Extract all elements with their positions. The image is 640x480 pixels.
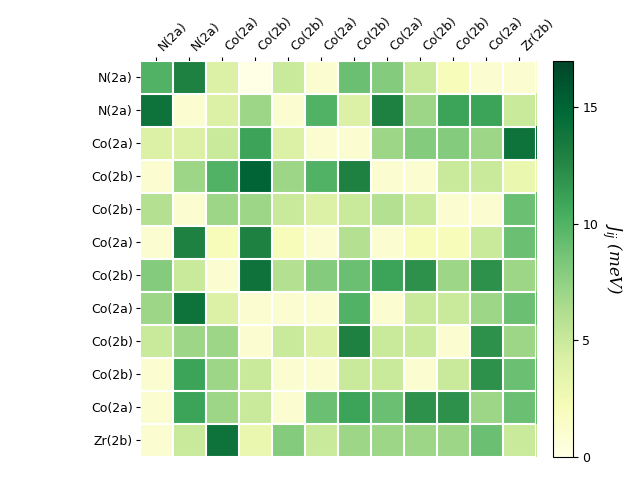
Y-axis label: $J_{ij}$ (meV): $J_{ij}$ (meV) [600, 223, 623, 295]
